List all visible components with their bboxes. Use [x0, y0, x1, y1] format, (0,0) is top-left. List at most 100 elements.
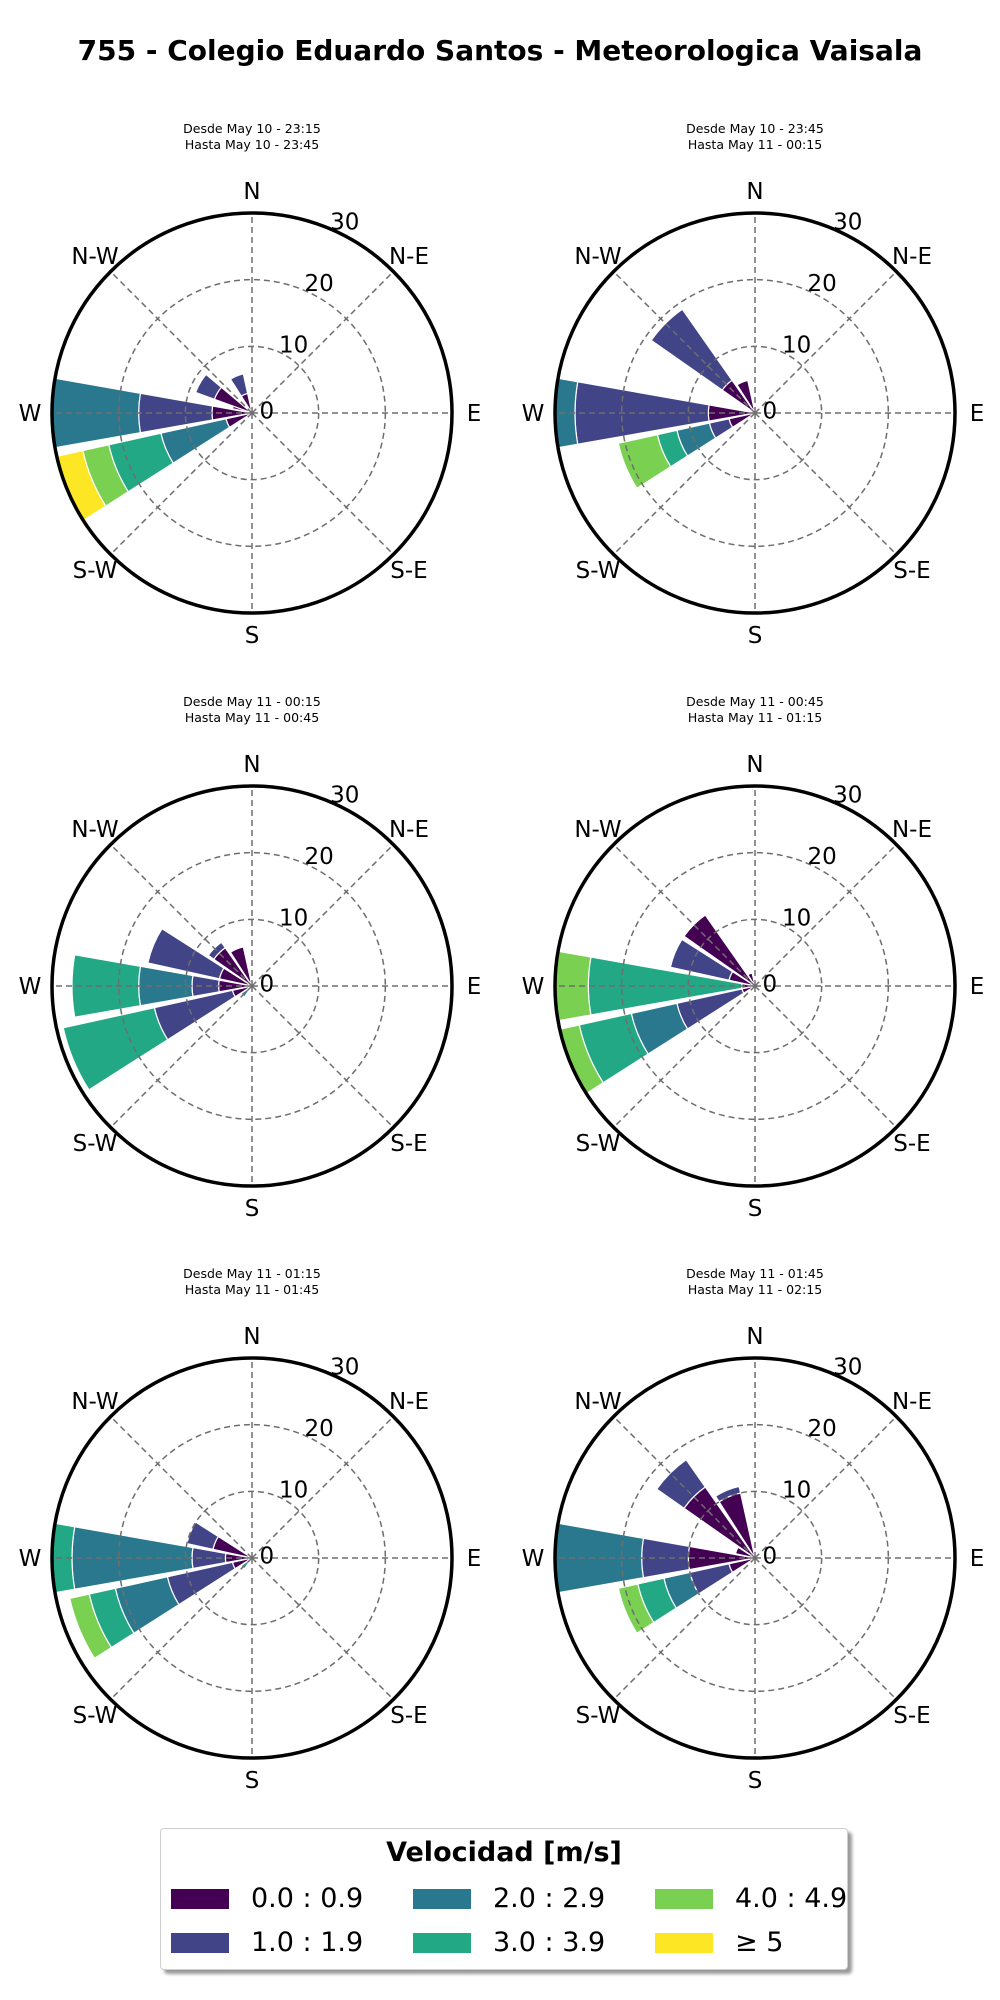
direction-label: N	[746, 752, 763, 778]
direction-label: N	[746, 179, 763, 205]
radial-tick-label: 0	[763, 1543, 778, 1569]
radial-tick-label: 10	[279, 906, 308, 932]
direction-label: N-W	[71, 244, 118, 270]
radial-tick-label: 10	[782, 1478, 811, 1504]
windrose-bar	[229, 946, 253, 987]
direction-label: S	[245, 623, 260, 649]
direction-label: E	[467, 1546, 482, 1572]
panel-title-line: Hasta May 10 - 23:45	[185, 137, 319, 152]
legend-item-4-4.9: 4.0 : 4.9	[655, 1883, 847, 1914]
legend-swatch	[413, 1888, 471, 1909]
windrose-bar	[669, 938, 734, 981]
direction-label: N-E	[389, 244, 429, 270]
direction-spoke	[754, 1416, 897, 1559]
radial-tick-label: 30	[330, 783, 359, 809]
panel-title-line: Desde May 10 - 23:45	[686, 121, 824, 136]
outer-ring	[50, 784, 454, 1188]
direction-spoke	[110, 985, 253, 1128]
direction-spoke	[251, 1557, 394, 1700]
direction-spoke	[110, 844, 253, 987]
radial-tick-label: 20	[808, 1416, 837, 1442]
direction-spoke	[613, 271, 756, 414]
legend-label: 0.0 : 0.9	[251, 1883, 364, 1914]
radial-grid-circle	[184, 918, 320, 1054]
panel-title-line: Hasta May 11 - 00:45	[185, 710, 319, 725]
legend-item-5plus: ≥ 5	[655, 1927, 783, 1958]
direction-spoke	[613, 844, 756, 987]
direction-label: S	[748, 1196, 763, 1222]
panel-title-line: Desde May 10 - 23:15	[183, 121, 321, 136]
windrose-bar	[207, 941, 227, 961]
windrose-panel: Desde May 11 - 00:15 Hasta May 11 - 00:45…	[19, 694, 482, 1222]
windrose-panel: Desde May 10 - 23:45 Hasta May 11 - 00:15…	[522, 121, 985, 649]
panel-title-line: Hasta May 11 - 01:45	[185, 1282, 319, 1297]
outer-ring	[553, 784, 957, 1188]
legend-swatch	[171, 1932, 229, 1953]
panel-title: Desde May 11 - 01:45 Hasta May 11 - 02:15	[686, 1266, 824, 1297]
radial-tick-label: 10	[279, 333, 308, 359]
radial-tick-label: 20	[305, 1416, 334, 1442]
windrose-panel: Desde May 11 - 00:45 Hasta May 11 - 01:15…	[522, 694, 985, 1222]
panel-title-line: Hasta May 11 - 00:15	[688, 137, 822, 152]
direction-label: W	[522, 1546, 545, 1572]
radial-tick-label: 30	[833, 1355, 862, 1381]
legend-item-2-2.9: 2.0 : 2.9	[413, 1883, 605, 1914]
direction-spoke	[110, 1416, 253, 1559]
radial-tick-label: 0	[763, 398, 778, 424]
direction-label: S-E	[893, 558, 930, 584]
direction-label: E	[467, 974, 482, 1000]
windrose-panel: Desde May 11 - 01:15 Hasta May 11 - 01:45…	[19, 1266, 482, 1794]
direction-label: N-E	[389, 817, 429, 843]
radial-tick-label: 30	[330, 1355, 359, 1381]
windrose-bar	[617, 1583, 655, 1635]
direction-label: W	[19, 974, 42, 1000]
direction-spoke	[251, 844, 394, 987]
direction-label: N	[243, 1324, 260, 1350]
figure-title: 755 - Colegio Eduardo Santos - Meteorolo…	[77, 34, 923, 67]
direction-spoke	[754, 844, 897, 987]
radial-grid-circle	[184, 1490, 320, 1626]
legend-label: 1.0 : 1.9	[251, 1927, 364, 1958]
radial-tick-label: 10	[782, 906, 811, 932]
direction-label: S-E	[390, 1703, 427, 1729]
direction-spoke	[754, 412, 897, 555]
direction-label: N-E	[892, 817, 932, 843]
panel-title-line: Desde May 11 - 00:45	[686, 694, 824, 709]
direction-spoke	[110, 1557, 253, 1700]
radial-tick-label: 10	[782, 333, 811, 359]
legend-label: ≥ 5	[735, 1927, 784, 1958]
legend-item-0-0.9: 0.0 : 0.9	[171, 1883, 363, 1914]
direction-label: S	[245, 1196, 260, 1222]
panel-title: Desde May 11 - 01:15 Hasta May 11 - 01:45	[183, 1266, 321, 1297]
direction-spoke	[251, 1416, 394, 1559]
direction-label: E	[970, 1546, 985, 1572]
outer-ring	[50, 1356, 454, 1760]
legend-label: 2.0 : 2.9	[493, 1883, 606, 1914]
direction-spoke	[613, 1557, 756, 1700]
legend-swatch	[655, 1888, 713, 1909]
direction-label: S-W	[73, 1131, 118, 1157]
radial-tick-label: 0	[260, 971, 275, 997]
radial-tick-label: 30	[330, 210, 359, 236]
windrose-panel: Desde May 11 - 01:45 Hasta May 11 - 02:15…	[522, 1266, 985, 1794]
direction-spoke	[110, 412, 253, 555]
direction-label: W	[522, 974, 545, 1000]
direction-label: S	[245, 1768, 260, 1794]
panel-title-line: Desde May 11 - 00:15	[183, 694, 321, 709]
panel-title: Desde May 11 - 00:15 Hasta May 11 - 00:45	[183, 694, 321, 725]
legend-title: Velocidad [m/s]	[386, 1837, 622, 1868]
direction-spoke	[613, 1416, 756, 1559]
direction-label: W	[19, 401, 42, 427]
legend-label: 4.0 : 4.9	[735, 1883, 848, 1914]
direction-spoke	[110, 271, 253, 414]
direction-spoke	[754, 271, 897, 414]
windrose-bar	[736, 379, 756, 414]
radial-tick-label: 30	[833, 783, 862, 809]
legend-item-3-3.9: 3.0 : 3.9	[413, 1927, 605, 1958]
outer-ring	[553, 211, 957, 615]
speed-legend: Velocidad [m/s] 0.0 : 0.9 1.0 : 1.9 2.0 …	[160, 1828, 848, 1970]
legend-swatch	[413, 1932, 471, 1953]
direction-label: N	[746, 1324, 763, 1350]
radial-tick-label: 10	[279, 1478, 308, 1504]
windrose-bar	[194, 373, 223, 401]
